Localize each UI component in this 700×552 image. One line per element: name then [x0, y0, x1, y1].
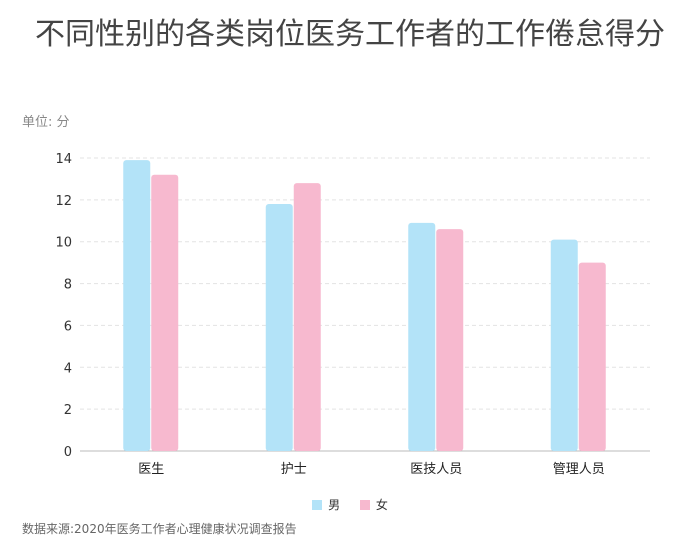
bar-female [151, 174, 179, 451]
x-tick-label: 医生 [138, 462, 164, 477]
legend: 男 女 [0, 496, 700, 513]
bar-female [436, 229, 464, 451]
y-tick-label: 0 [64, 445, 72, 460]
bar-male [123, 160, 151, 452]
legend-label: 女 [375, 498, 388, 512]
y-tick-label: 6 [64, 319, 72, 334]
source-note: 数据来源:2020年医务工作者心理健康状况调查报告 [22, 522, 297, 536]
legend-swatch [359, 499, 370, 510]
y-tick-label: 12 [55, 194, 72, 209]
legend-swatch [312, 499, 323, 510]
legend-label: 男 [328, 498, 341, 512]
bar-male [408, 222, 436, 451]
y-tick-label: 10 [55, 236, 72, 251]
unit-label: 单位: 分 [22, 115, 70, 130]
x-tick-label: 管理人员 [553, 462, 605, 477]
y-tick-label: 2 [64, 403, 72, 418]
bar-male [550, 239, 578, 451]
bar-male [265, 204, 293, 451]
chart-title: 不同性别的各类岗位医务工作者的工作倦怠得分 [35, 17, 665, 52]
legend-item-female[interactable]: 女 [359, 496, 388, 513]
bar-female [578, 262, 606, 451]
y-tick-label: 14 [55, 152, 72, 167]
x-tick-label: 护士 [281, 462, 307, 477]
x-tick-label: 医技人员 [410, 462, 462, 477]
y-tick-label: 8 [64, 278, 72, 293]
legend-item-male[interactable]: 男 [312, 496, 340, 513]
y-tick-label: 4 [64, 361, 72, 376]
bar-female [293, 183, 321, 451]
